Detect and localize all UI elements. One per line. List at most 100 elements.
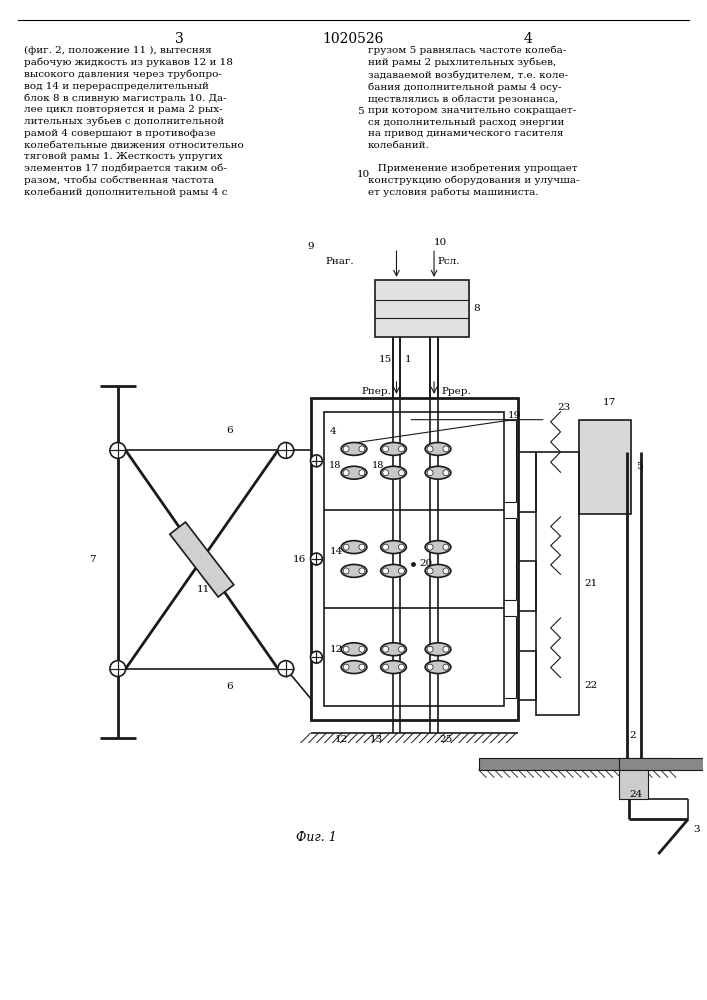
Text: 16: 16 xyxy=(293,555,306,564)
Text: 18: 18 xyxy=(372,461,384,470)
Circle shape xyxy=(427,646,433,652)
Bar xyxy=(619,758,707,770)
Circle shape xyxy=(443,568,449,574)
Text: 22: 22 xyxy=(584,681,597,690)
Circle shape xyxy=(399,664,404,670)
Ellipse shape xyxy=(341,442,367,455)
Ellipse shape xyxy=(341,541,367,554)
Circle shape xyxy=(343,470,349,476)
Text: Фиг. 1: Фиг. 1 xyxy=(296,831,337,844)
Ellipse shape xyxy=(341,643,367,656)
Text: 6: 6 xyxy=(226,426,233,435)
Circle shape xyxy=(359,544,365,550)
Circle shape xyxy=(343,544,349,550)
Text: 3: 3 xyxy=(693,825,699,834)
Circle shape xyxy=(343,646,349,652)
Circle shape xyxy=(427,664,433,670)
Circle shape xyxy=(443,646,449,652)
Ellipse shape xyxy=(341,466,367,479)
Circle shape xyxy=(343,664,349,670)
Ellipse shape xyxy=(380,643,407,656)
Bar xyxy=(479,758,671,770)
Text: 5: 5 xyxy=(357,107,363,116)
Text: 19: 19 xyxy=(508,411,521,420)
Text: 25: 25 xyxy=(439,735,452,744)
Text: 1: 1 xyxy=(404,355,411,364)
Circle shape xyxy=(443,544,449,550)
Circle shape xyxy=(443,470,449,476)
Ellipse shape xyxy=(380,541,407,554)
Circle shape xyxy=(399,446,404,452)
Text: 14: 14 xyxy=(329,547,342,556)
Circle shape xyxy=(310,651,322,663)
Ellipse shape xyxy=(425,643,451,656)
Circle shape xyxy=(310,455,322,467)
Bar xyxy=(375,280,469,337)
Ellipse shape xyxy=(380,661,407,674)
Text: 15: 15 xyxy=(379,355,392,364)
Circle shape xyxy=(359,646,365,652)
Text: 13: 13 xyxy=(370,735,383,744)
Ellipse shape xyxy=(425,466,451,479)
Circle shape xyxy=(310,553,322,565)
Bar xyxy=(536,452,579,715)
Circle shape xyxy=(359,664,365,670)
Ellipse shape xyxy=(425,541,451,554)
Text: 12: 12 xyxy=(335,735,349,744)
Text: 6: 6 xyxy=(226,682,233,691)
Ellipse shape xyxy=(380,564,407,577)
Text: 12: 12 xyxy=(329,645,342,654)
Text: 8: 8 xyxy=(474,304,480,313)
Text: 4: 4 xyxy=(523,32,532,46)
Ellipse shape xyxy=(425,661,451,674)
Text: 4: 4 xyxy=(329,427,336,436)
Circle shape xyxy=(343,446,349,452)
Ellipse shape xyxy=(380,442,407,455)
Circle shape xyxy=(110,661,126,677)
Circle shape xyxy=(382,646,389,652)
Circle shape xyxy=(359,446,365,452)
Circle shape xyxy=(399,544,404,550)
Circle shape xyxy=(399,470,404,476)
Bar xyxy=(619,770,648,799)
Text: 10: 10 xyxy=(357,170,370,179)
Text: 18: 18 xyxy=(329,461,341,470)
Circle shape xyxy=(382,544,389,550)
Text: 5: 5 xyxy=(636,462,642,471)
Circle shape xyxy=(399,568,404,574)
Text: 21: 21 xyxy=(584,579,597,588)
Bar xyxy=(325,412,504,706)
Text: 23: 23 xyxy=(558,403,571,412)
Circle shape xyxy=(382,470,389,476)
Circle shape xyxy=(427,568,433,574)
Text: 7: 7 xyxy=(90,555,96,564)
Text: 24: 24 xyxy=(630,790,643,799)
Circle shape xyxy=(359,470,365,476)
Circle shape xyxy=(427,544,433,550)
Text: Рсл.: Рсл. xyxy=(437,257,460,266)
Circle shape xyxy=(343,568,349,574)
Bar xyxy=(310,398,518,720)
Circle shape xyxy=(427,446,433,452)
Text: 20: 20 xyxy=(419,559,433,568)
Circle shape xyxy=(278,661,293,677)
Text: 1020526: 1020526 xyxy=(322,32,384,46)
Ellipse shape xyxy=(425,442,451,455)
Text: Рнаг.: Рнаг. xyxy=(325,257,354,266)
Text: 17: 17 xyxy=(603,398,617,407)
Circle shape xyxy=(278,442,293,458)
Circle shape xyxy=(427,470,433,476)
Polygon shape xyxy=(170,522,234,597)
Text: 11: 11 xyxy=(197,585,210,594)
Text: 9: 9 xyxy=(308,242,314,251)
Circle shape xyxy=(110,442,126,458)
Circle shape xyxy=(382,664,389,670)
Text: 10: 10 xyxy=(434,238,448,247)
Ellipse shape xyxy=(425,564,451,577)
Text: 3: 3 xyxy=(175,32,183,46)
Text: 2: 2 xyxy=(630,731,636,740)
Text: Ррер.: Ррер. xyxy=(442,387,472,396)
Text: Рпер.: Рпер. xyxy=(362,387,392,396)
Ellipse shape xyxy=(380,466,407,479)
Text: грузом 5 равнялась частоте колеба-
ний рамы 2 рыхлительных зубьев,
задаваемой во: грузом 5 равнялась частоте колеба- ний р… xyxy=(368,46,579,197)
